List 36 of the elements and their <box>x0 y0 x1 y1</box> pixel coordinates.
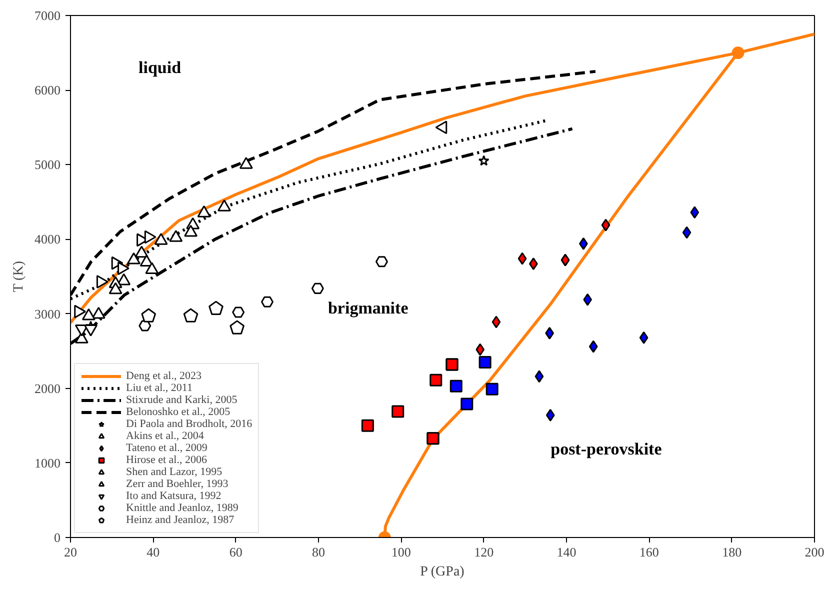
x-tick-label: 20 <box>64 544 77 560</box>
y-axis-title: T (K) <box>12 260 26 292</box>
x-tick-label: 140 <box>556 544 576 560</box>
legend-label: Hirose et al., 2006 <box>126 454 207 466</box>
legend-label: Knittle and Jeanloz, 1989 <box>126 502 238 514</box>
legend-label: Heinz and Jeanloz, 1987 <box>126 514 234 526</box>
x-tick-label: 100 <box>391 544 411 560</box>
y-tick-label: 6000 <box>34 82 60 98</box>
x-tick-label: 200 <box>804 544 824 560</box>
x-tick-label: 40 <box>146 544 160 560</box>
y-tick-label: 0 <box>54 530 60 545</box>
legend-label: Shen and Lazor, 1995 <box>126 466 222 478</box>
legend-label: Deng et al., 2023 <box>126 370 202 382</box>
x-tick-label: 160 <box>639 544 659 560</box>
x-tick-label: 80 <box>312 544 325 560</box>
x-axis-title: P (GPa) <box>420 564 465 580</box>
y-tick-label: 1000 <box>34 455 60 470</box>
legend-label: Stixrude and Karki, 2005 <box>126 394 238 406</box>
y-tick-label: 4000 <box>34 232 60 247</box>
x-tick-label: 120 <box>474 544 494 560</box>
annotation: liquid <box>138 58 182 78</box>
x-tick-label: 180 <box>722 544 742 560</box>
y-tick-label: 7000 <box>34 8 60 23</box>
y-tick-label: 2000 <box>34 380 60 396</box>
legend-label: Liu et al., 2011 <box>126 382 192 394</box>
annotation: post-perovskite <box>550 439 662 458</box>
annotation: brigmanite <box>328 298 409 318</box>
y-tick-label: 3000 <box>34 306 60 322</box>
legend-label: Tateno et al., 2009 <box>126 442 208 454</box>
legend-label: Zerr and Boehler, 1993 <box>126 478 228 490</box>
legend-label: Ito and Katsura, 1992 <box>126 490 222 502</box>
y-tick-label: 5000 <box>34 157 60 172</box>
x-tick-label: 60 <box>229 544 242 560</box>
legend-label: Di Paola and Brodholt, 2016 <box>126 418 252 430</box>
legend-label: Belonoshko et al., 2005 <box>126 406 230 418</box>
legend-label: Akins et al., 2004 <box>126 430 204 442</box>
